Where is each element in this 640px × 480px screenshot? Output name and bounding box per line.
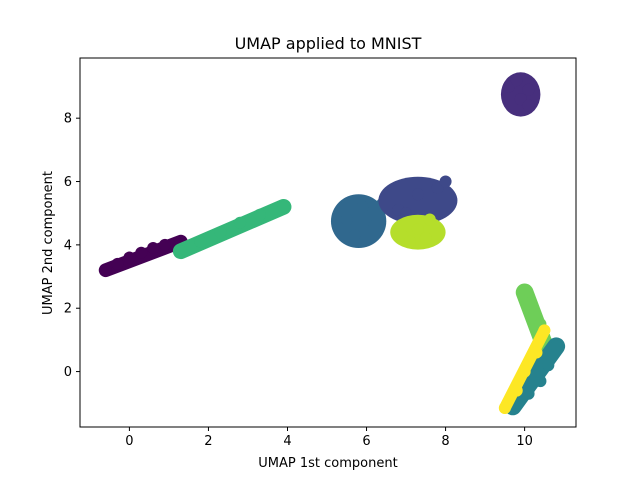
data-point xyxy=(340,213,353,226)
x-tick-label: 6 xyxy=(362,434,370,449)
y-axis-label: UMAP 2nd component xyxy=(41,171,56,315)
cluster-0 xyxy=(98,234,188,278)
x-axis-ticks: 0 2 4 6 8 10 xyxy=(125,427,533,449)
data-point xyxy=(518,365,531,378)
data-point xyxy=(510,384,523,397)
data-point xyxy=(423,213,436,226)
data-point xyxy=(411,188,424,201)
data-point xyxy=(542,359,555,372)
data-point xyxy=(368,219,381,232)
data-point xyxy=(147,242,160,255)
data-point xyxy=(526,302,539,315)
x-tick-label: 8 xyxy=(441,434,449,449)
data-point xyxy=(214,226,227,239)
x-axis-label: UMAP 1st component xyxy=(258,456,397,471)
x-tick-label: 2 xyxy=(204,434,212,449)
chart-title: UMAP applied to MNIST xyxy=(235,34,422,53)
data-point xyxy=(277,200,290,213)
data-point xyxy=(253,208,266,221)
data-point xyxy=(411,223,424,236)
y-tick-label: 6 xyxy=(64,175,72,190)
data-point xyxy=(518,286,531,299)
data-point xyxy=(404,235,417,248)
cluster-5 xyxy=(390,213,446,250)
data-point xyxy=(522,83,535,96)
data-point xyxy=(194,235,207,248)
data-point xyxy=(174,245,187,258)
data-point xyxy=(550,340,563,353)
y-tick-label: 8 xyxy=(64,112,72,127)
cluster-body xyxy=(330,194,387,249)
data-point xyxy=(234,216,247,229)
cluster-4 xyxy=(378,175,458,225)
cluster-2 xyxy=(500,72,541,117)
plot-area xyxy=(98,72,566,416)
cluster-1 xyxy=(172,198,292,260)
y-tick-label: 4 xyxy=(64,238,72,253)
data-point xyxy=(135,246,148,259)
data-point xyxy=(419,232,432,245)
x-tick-label: 10 xyxy=(516,434,533,449)
y-tick-label: 0 xyxy=(64,365,72,380)
data-point xyxy=(111,257,124,270)
data-point xyxy=(530,346,543,359)
data-point xyxy=(510,74,523,87)
data-point xyxy=(348,229,361,242)
y-axis-ticks: 0 2 4 6 8 xyxy=(64,112,80,380)
cluster-8 xyxy=(498,324,551,414)
data-point xyxy=(522,387,535,400)
data-point xyxy=(356,200,369,213)
data-point xyxy=(522,99,535,112)
y-tick-label: 2 xyxy=(64,302,72,317)
data-point xyxy=(498,401,511,414)
x-tick-label: 0 xyxy=(125,434,133,449)
data-point xyxy=(99,264,112,277)
data-point xyxy=(439,175,452,188)
data-point xyxy=(534,375,547,388)
x-tick-label: 4 xyxy=(283,434,291,449)
cluster-body xyxy=(503,337,566,416)
data-point xyxy=(158,238,171,251)
data-point xyxy=(123,251,136,264)
data-point xyxy=(538,324,551,337)
plot-frame xyxy=(79,57,577,428)
